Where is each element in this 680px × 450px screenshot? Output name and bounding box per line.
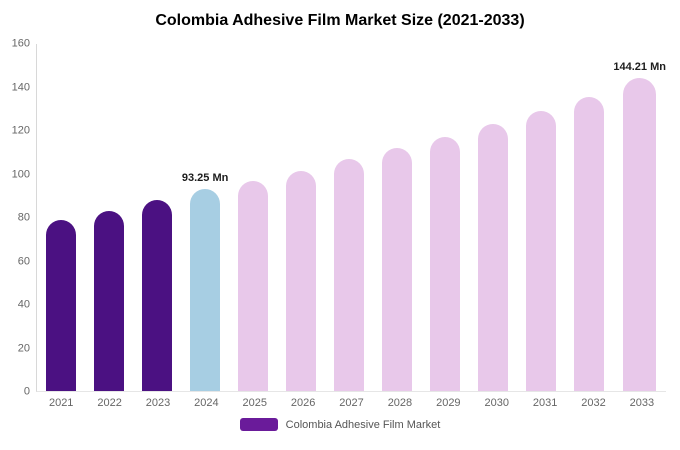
x-axis: 2021 2022 2023 2024 2025 2026 2027 2028 2029 2030… <box>10 397 666 409</box>
x-label: 2023 <box>145 397 171 409</box>
bar-2033 <box>623 78 656 391</box>
bar-2022 <box>94 211 124 391</box>
y-tick: 80 <box>17 211 30 224</box>
legend: Colombia Adhesive Film Market <box>0 418 680 431</box>
bar-slot <box>565 44 613 391</box>
bar-2028 <box>382 148 413 391</box>
bar-slot <box>37 44 85 391</box>
bar-2023 <box>142 200 172 391</box>
y-tick: 100 <box>11 168 30 180</box>
bar-slot <box>133 44 181 391</box>
bar-2029 <box>430 137 461 391</box>
bar-2031 <box>526 111 557 391</box>
bar-2030 <box>478 124 509 391</box>
bar-2032 <box>574 97 605 391</box>
bar-slot <box>85 44 133 391</box>
x-label: 2025 <box>242 397 267 409</box>
y-tick: 40 <box>17 298 30 311</box>
bar-slot: 144.21 Mn <box>613 44 666 391</box>
bar-slot <box>469 44 517 391</box>
x-label: 2032 <box>581 397 606 409</box>
x-label: 2030 <box>484 397 509 409</box>
x-label: 2026 <box>290 397 316 409</box>
y-axis: 0 20 40 60 80 100 120 140 160 <box>10 38 36 397</box>
x-label: 2029 <box>436 397 461 409</box>
y-tick: 60 <box>17 255 30 267</box>
bar-2021 <box>46 219 76 391</box>
legend-label: Colombia Adhesive Film Market <box>285 418 441 431</box>
x-axis-labels: 2021 2022 2023 2024 2025 2026 2027 2028 2029 2030… <box>37 397 666 409</box>
x-label: 2033 <box>629 397 655 409</box>
bar-annotation: 144.21 Mn <box>613 61 666 74</box>
bar-2027 <box>334 158 365 391</box>
y-tick: 120 <box>11 124 30 137</box>
x-label: 2031 <box>532 397 558 409</box>
chart-title: Colombia Adhesive Film Market Size (2021… <box>155 12 525 29</box>
bar-annotation: 93.25 Mn <box>181 171 229 184</box>
x-label: 2021 <box>48 397 74 409</box>
x-label: 2028 <box>387 397 413 409</box>
x-label: 2024 <box>194 397 219 409</box>
bar-2026 <box>286 170 317 391</box>
x-axis-spacer <box>10 397 37 409</box>
legend-swatch <box>239 418 278 431</box>
y-tick: 140 <box>11 81 30 93</box>
x-label: 2027 <box>339 397 364 409</box>
y-tick: 160 <box>11 37 30 50</box>
plot-area: 93.25 Mn 144.21 Mn <box>36 44 666 392</box>
bar-slot <box>229 44 277 391</box>
y-tick: 0 <box>23 385 30 398</box>
x-label: 2022 <box>97 397 122 409</box>
bar-slot: 93.25 Mn <box>181 44 229 391</box>
bar-slot <box>373 44 421 391</box>
bar-slot <box>277 44 325 391</box>
y-tick: 20 <box>17 342 30 354</box>
bar-slot <box>325 44 373 391</box>
bar-slot <box>517 44 565 391</box>
chart-area: 0 20 40 60 80 100 120 140 160 93.25 Mn 144.21 Mn <box>10 38 666 397</box>
bar-2024 <box>190 188 220 391</box>
bar-slot <box>421 44 469 391</box>
bar-2025 <box>238 180 269 391</box>
